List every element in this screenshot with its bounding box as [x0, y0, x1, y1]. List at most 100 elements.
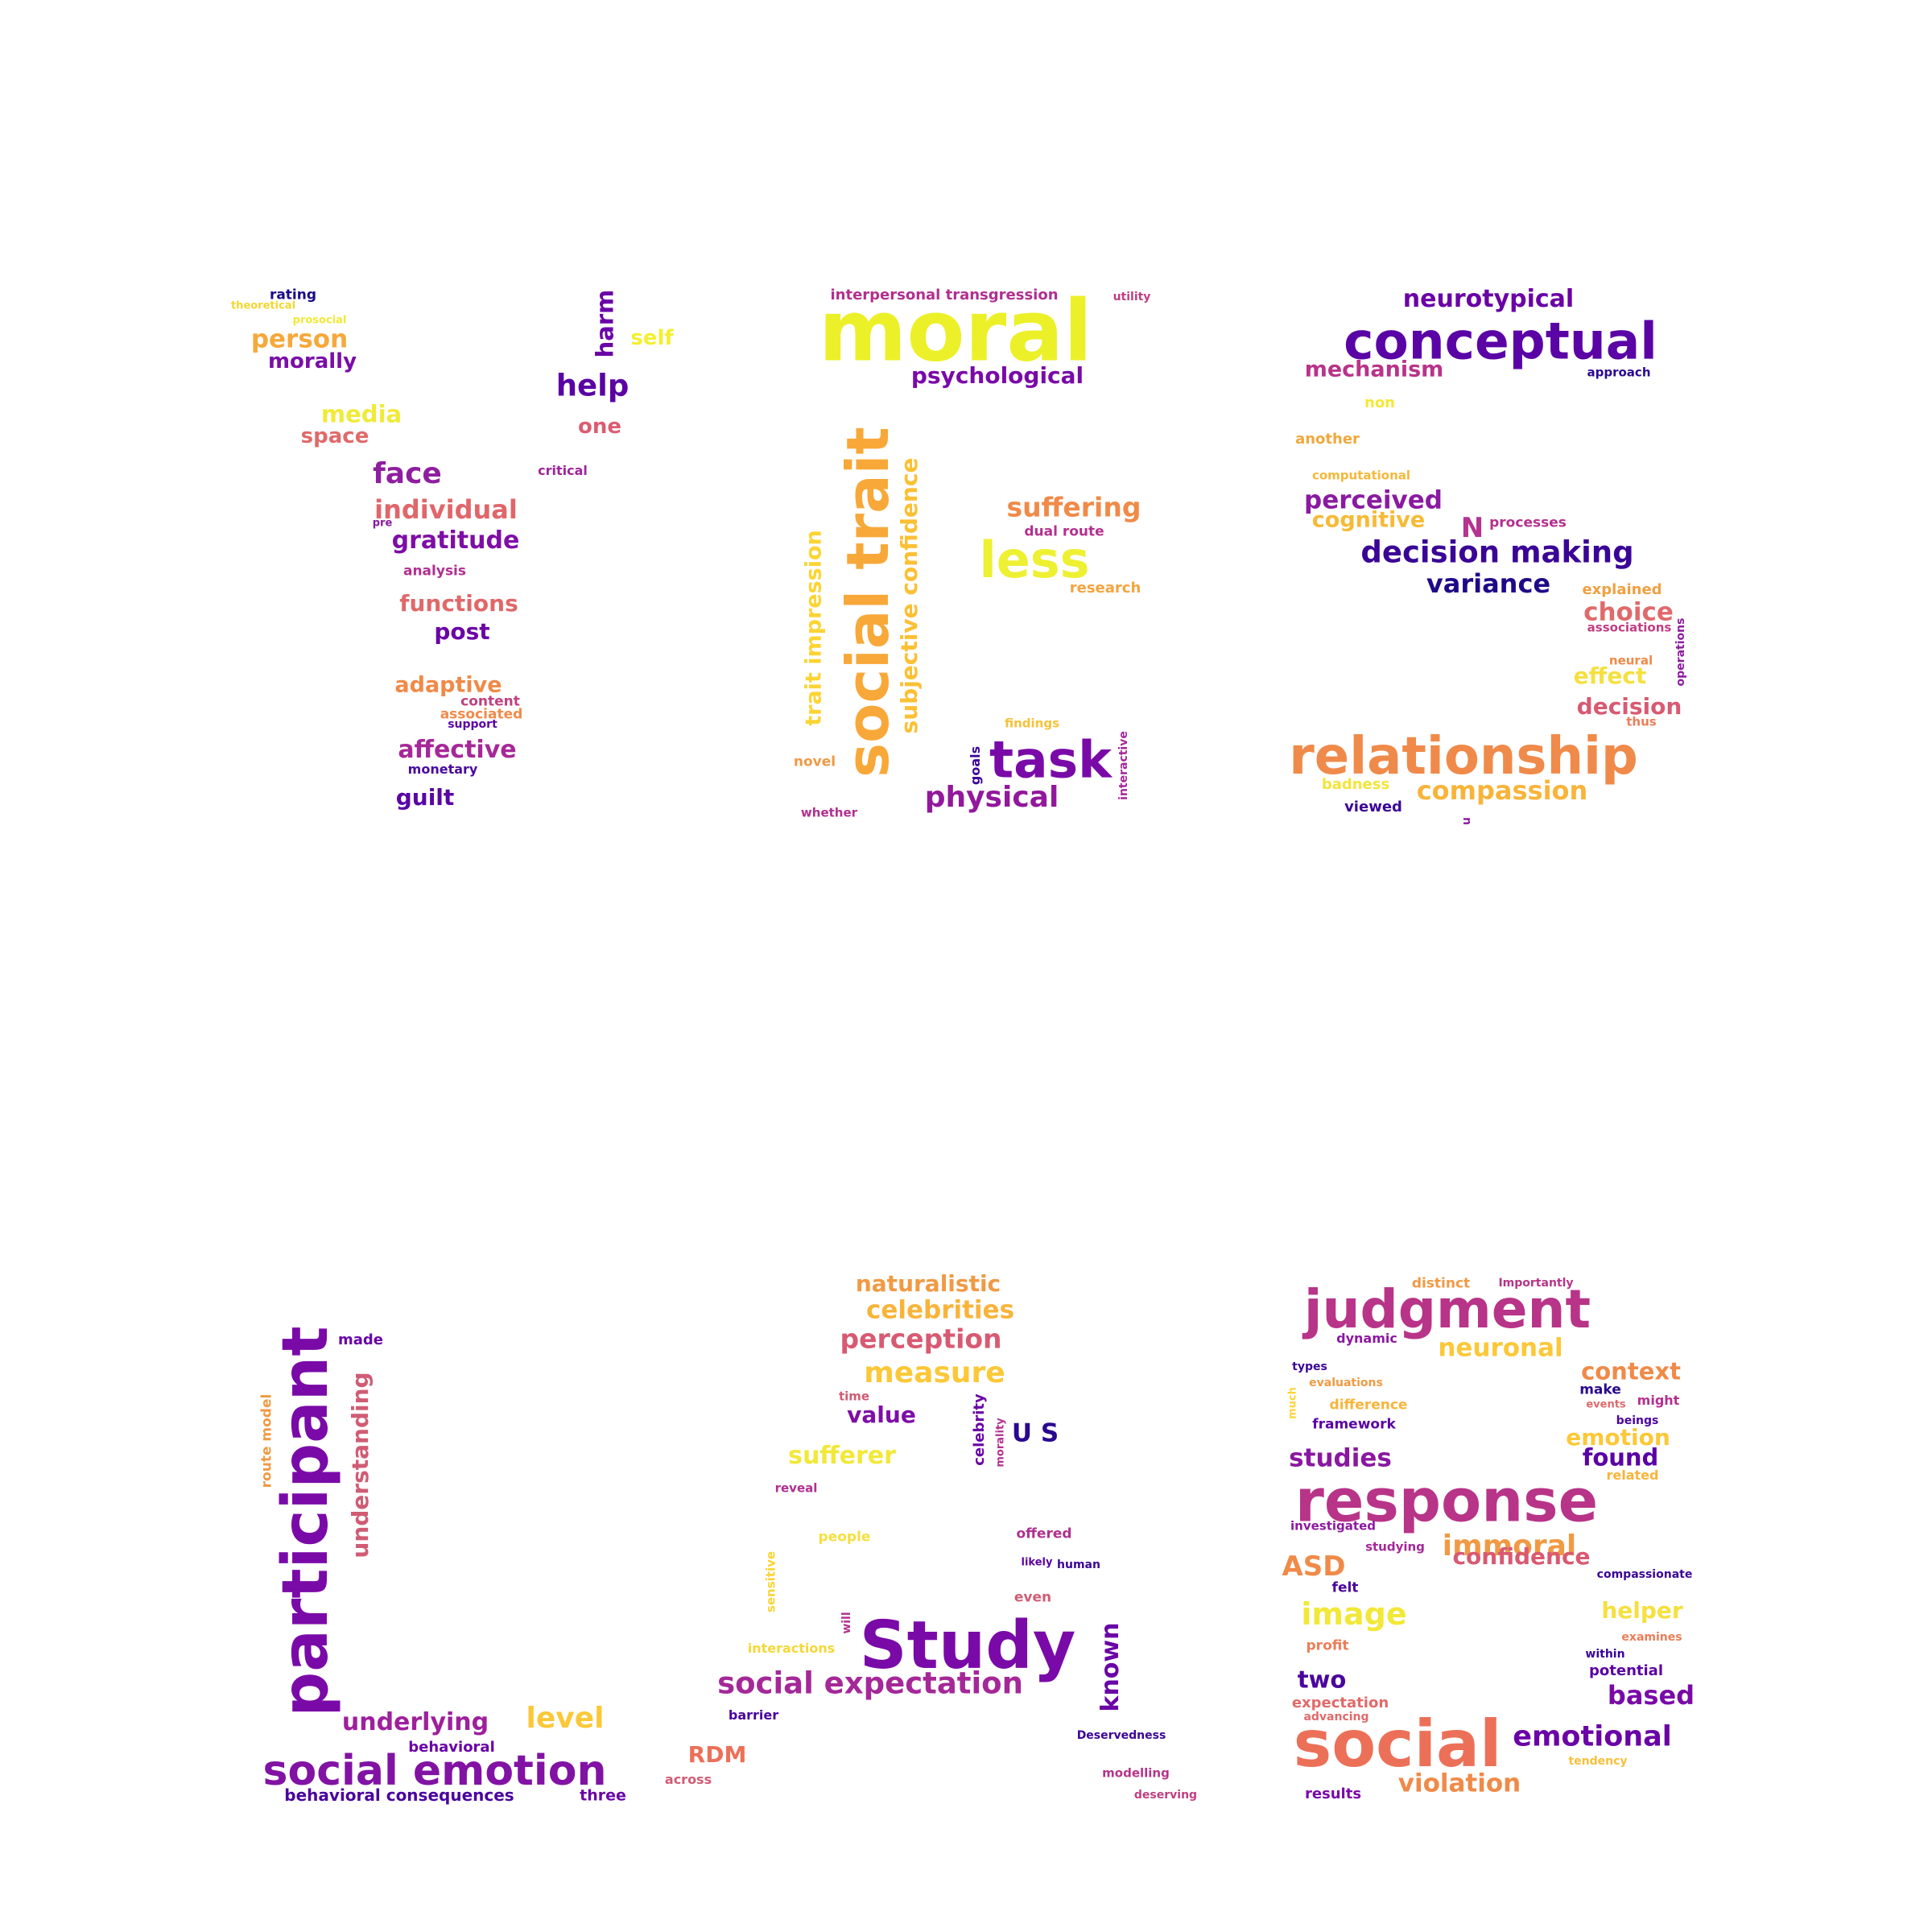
cloud-word: affective [398, 736, 517, 764]
cloud-word: results [1304, 1785, 1362, 1802]
cloud-word: help [555, 368, 630, 403]
cloud-word: compassion [1416, 775, 1588, 806]
cloud-word: judgment [1303, 1278, 1591, 1340]
cloud-word: time [838, 1389, 870, 1404]
cloud-word: novel [793, 753, 836, 770]
cloud-word: underlying [341, 1708, 489, 1736]
cloud-word: decision [1576, 693, 1682, 720]
cloud-word: u [1460, 817, 1473, 825]
cloud-word: social trait [834, 427, 902, 778]
cloud-word: image [1301, 1596, 1407, 1632]
cloud-word: interpersonal transgression [830, 287, 1059, 303]
cloud-word: associations [1587, 620, 1672, 635]
cloud-word: dynamic [1336, 1331, 1397, 1346]
cloud-word: harm [591, 289, 619, 358]
cloud-word: mechanism [1304, 357, 1444, 382]
cloud-word: people [818, 1529, 871, 1546]
cloud-word: much [1286, 1387, 1299, 1419]
cloud-word: offered [1016, 1525, 1072, 1542]
cloud-word: based [1607, 1680, 1695, 1711]
cloud-word: response [1294, 1467, 1599, 1536]
cloud-word: whether [800, 805, 858, 820]
cloud-word: social [1293, 1707, 1502, 1781]
cloud-word: helper [1601, 1597, 1683, 1624]
cloud-word: behavioral [408, 1739, 495, 1756]
cloud-word: events [1586, 1398, 1626, 1411]
cloud-word: likely [1021, 1556, 1053, 1569]
cloud-word: interactions [747, 1641, 836, 1656]
cloud-word: known [1096, 1622, 1125, 1712]
cloud-word: psychological [910, 362, 1084, 389]
cloud-word: related [1606, 1468, 1659, 1483]
cloud-word: confidence [1452, 1543, 1591, 1570]
cloud-word: within [1585, 1648, 1625, 1661]
cloud-word: sufferer [788, 1442, 896, 1470]
cloud-word: violation [1397, 1769, 1521, 1798]
cloud-word: compassionate [1596, 1568, 1693, 1581]
cloud-word: processes [1489, 514, 1567, 531]
cloud-word: immoral [1442, 1530, 1577, 1563]
cloud-word: another [1295, 431, 1360, 448]
cloud-word: distinct [1411, 1275, 1471, 1292]
cloud-word: thus [1626, 714, 1657, 729]
cloud-word: non [1364, 394, 1395, 411]
cloud-word: content [460, 693, 520, 710]
cloud-word: context [1581, 1357, 1681, 1385]
cloud-word: types [1292, 1360, 1327, 1373]
cloud-word: social emotion [262, 1747, 607, 1795]
cloud-word: space [300, 424, 369, 448]
cloud-word: variance [1426, 568, 1551, 599]
cloud-word: guilt [395, 784, 455, 811]
cloud-word: celebrities [865, 1295, 1015, 1325]
cloud-word: neurotypical [1402, 285, 1575, 313]
cloud-word: adaptive [394, 672, 502, 698]
cloud-word: approach [1587, 365, 1651, 380]
cloud-word: associated [440, 706, 523, 723]
cloud-word: effect [1573, 663, 1647, 689]
cloud-word: analysis [402, 563, 467, 580]
cloud-word: physical [924, 781, 1059, 814]
cloud-word: morally [267, 349, 357, 374]
cloud-word: Study [859, 1608, 1076, 1684]
cloud-word: goals [968, 745, 983, 786]
cloud-word: self [630, 326, 674, 350]
cloud-word: barrier [728, 1707, 779, 1723]
cloud-word: perception [840, 1323, 1002, 1355]
cloud-word: computational [1311, 468, 1411, 483]
cloud-word: found [1582, 1443, 1659, 1472]
cloud-word: one [577, 415, 622, 439]
cloud-word: potential [1589, 1662, 1663, 1679]
cloud-word: rating [269, 287, 317, 303]
cloud-word: beings [1616, 1414, 1659, 1427]
cloud-word: deserving [1133, 1789, 1198, 1802]
cloud-word: support [448, 718, 497, 731]
cloud-word: neuronal [1438, 1333, 1563, 1363]
cloud-word: value [847, 1402, 916, 1428]
cloud-word: decision making [1360, 535, 1634, 570]
cloud-word: behavioral consequences [284, 1785, 514, 1805]
cloud-word: profit [1306, 1637, 1349, 1654]
cloud-word: reveal [774, 1480, 818, 1496]
cloud-word: difference [1329, 1397, 1408, 1414]
cloud-word: participant [270, 1326, 342, 1717]
cloud-word: advancing [1303, 1711, 1369, 1724]
cloud-word: two [1297, 1666, 1347, 1694]
cloud-word: made [338, 1331, 383, 1348]
cloud-word: interactive [1117, 731, 1130, 800]
cloud-word: measure [864, 1356, 1005, 1389]
cloud-word: functions [399, 590, 518, 617]
cloud-word: felt [1331, 1579, 1359, 1596]
cloud-word: pre [372, 517, 393, 530]
cloud-word: N [1460, 512, 1484, 544]
cloud-word: might [1637, 1393, 1680, 1408]
cloud-word: RDM [687, 1741, 747, 1768]
cloud-word: monetary [407, 762, 478, 777]
cloud-word: perceived [1304, 485, 1443, 515]
cloud-word: investigated [1290, 1518, 1376, 1534]
cloud-word: Deservedness [1076, 1729, 1166, 1742]
cloud-word: individual [374, 494, 518, 525]
cloud-word: ASD [1282, 1550, 1346, 1583]
cloud-word: route model [258, 1393, 275, 1488]
cloud-word: explained [1582, 581, 1662, 598]
